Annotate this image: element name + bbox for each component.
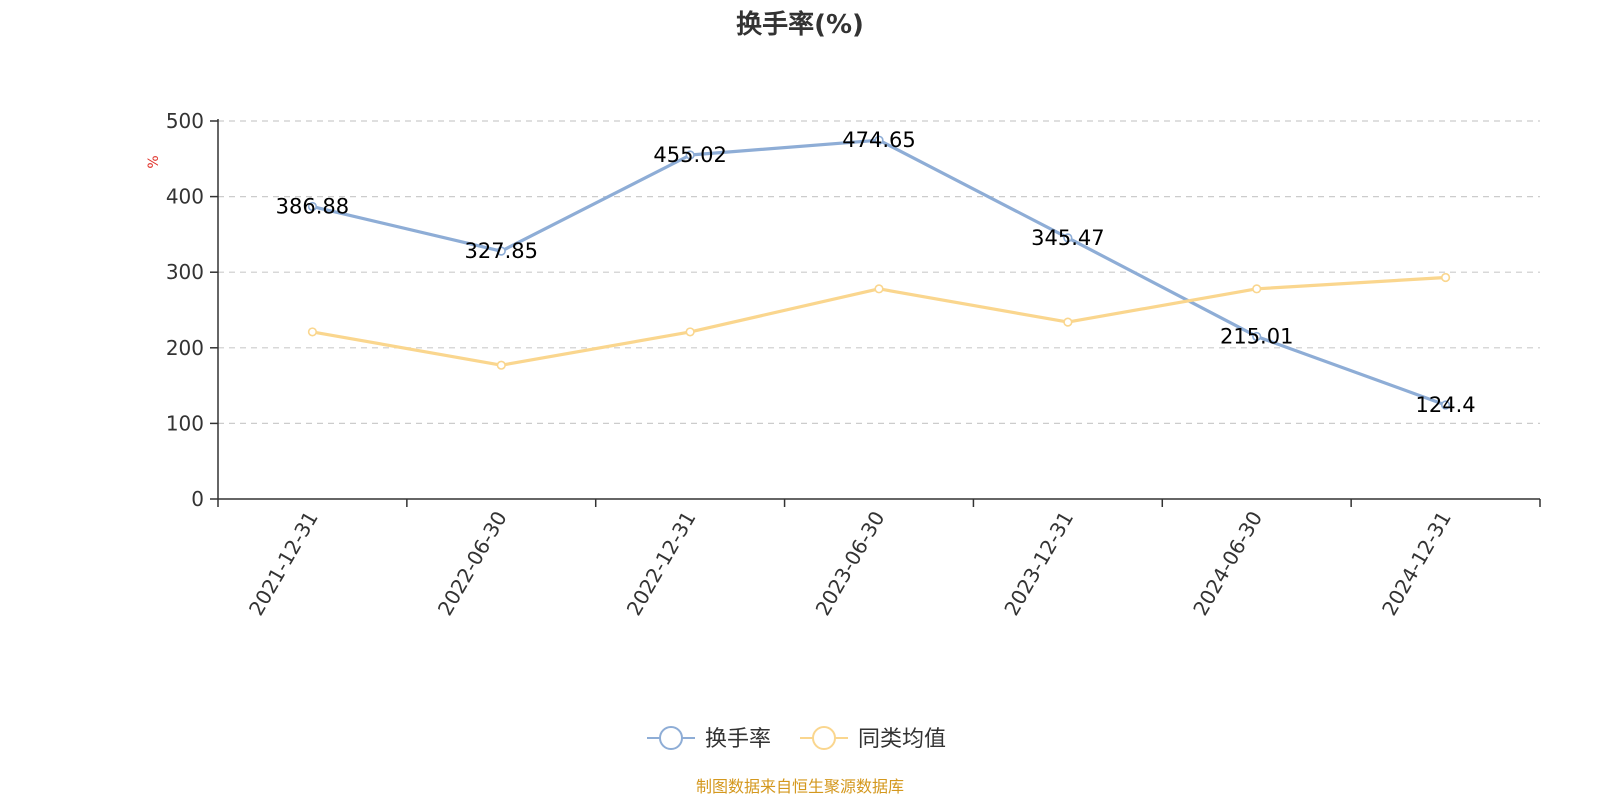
x-tick-label: 2022-06-30	[433, 507, 512, 620]
data-label: 474.65	[842, 128, 915, 152]
x-tick-label: 2024-12-31	[1377, 507, 1456, 620]
data-point	[1252, 331, 1262, 342]
y-tick-label: 300	[166, 260, 204, 284]
y-tick-label: 100	[166, 411, 204, 435]
data-labels: 386.88 327.85 455.02 474.65 345.47 215.01 124.…	[276, 128, 1476, 417]
legend-marker-icon	[659, 726, 683, 750]
y-tick-label: 400	[166, 185, 204, 209]
legend-label: 换手率	[705, 727, 771, 752]
data-label: 345.47	[1031, 226, 1104, 250]
y-tick-label: 0	[191, 487, 204, 511]
y-tick-label: 500	[166, 109, 204, 133]
x-tick-label: 2023-06-30	[810, 507, 889, 620]
data-point	[1440, 272, 1451, 283]
data-point	[1063, 233, 1073, 243]
data-point	[874, 135, 884, 145]
data-label: 455.02	[653, 143, 726, 167]
data-label: 386.88	[276, 195, 349, 219]
y-axis-unit-label: %	[146, 155, 162, 168]
data-label: 215.01	[1220, 324, 1293, 348]
data-point	[496, 246, 506, 256]
data-source-note: 制图数据来自恒生聚源数据库	[696, 777, 904, 796]
data-point	[307, 327, 318, 337]
data-point	[1252, 284, 1262, 294]
data-point	[496, 360, 506, 370]
data-point	[685, 150, 695, 160]
legend-item-2[interactable]: 同类均值	[800, 726, 946, 752]
data-point	[874, 284, 884, 294]
chart-title: 换手率(%)	[736, 9, 864, 40]
legend-item-1[interactable]: 换手率	[647, 726, 771, 752]
data-point	[1440, 400, 1451, 410]
legend-marker-icon	[812, 726, 836, 750]
x-tick-label: 2024-06-30	[1188, 507, 1267, 620]
data-label: 124.4	[1416, 393, 1476, 417]
x-tick-label: 2022-12-31	[622, 507, 701, 620]
legend[interactable]: 换手率 同类均值	[647, 726, 946, 752]
y-tick-label: 200	[166, 336, 204, 360]
data-label: 327.85	[465, 239, 538, 263]
x-tick-label: 2023-12-31	[999, 507, 1078, 620]
data-point	[307, 201, 318, 212]
series-lines	[307, 135, 1451, 410]
data-point	[1063, 317, 1073, 327]
grid-lines	[218, 120, 1540, 424]
x-tick-label: 2021-12-31	[244, 507, 323, 620]
legend-label: 同类均值	[858, 727, 946, 752]
data-point	[685, 327, 695, 337]
